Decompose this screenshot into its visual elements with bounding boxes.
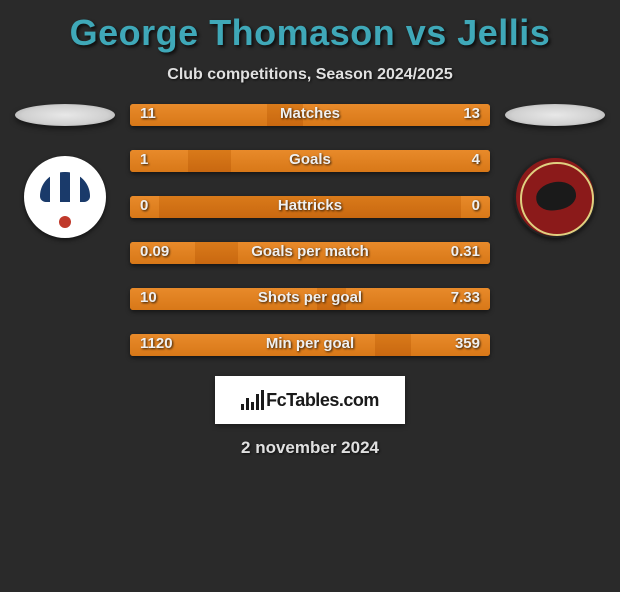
stat-row: Goals per match0.090.31 (130, 242, 490, 264)
comparison-title: George Thomason vs Jellis (0, 12, 620, 54)
comparison-content: Matches1113 Goals14 Hattricks00 Goals per m… (0, 104, 620, 356)
player-left-side (10, 104, 120, 238)
stat-bar-left (130, 334, 375, 356)
stat-label: Hattricks (130, 197, 490, 214)
stat-bar-right (461, 196, 490, 218)
stat-bar-left (130, 104, 267, 126)
stat-bar-right (346, 288, 490, 310)
logo-text: FcTables.com (266, 390, 379, 411)
stat-row: Shots per goal107.33 (130, 288, 490, 310)
stat-bar-right (231, 150, 490, 172)
stat-bar-right (238, 242, 490, 264)
player-right-side (500, 104, 610, 238)
stat-bar-left (130, 242, 195, 264)
club-crest-left (24, 156, 106, 238)
attribution-logo: FcTables.com (215, 376, 405, 424)
stat-row: Goals14 (130, 150, 490, 172)
club-crest-right (514, 156, 596, 238)
player-left-shadow (15, 104, 115, 126)
stat-row: Hattricks00 (130, 196, 490, 218)
stat-bar-left (130, 196, 159, 218)
stat-bar-left (130, 288, 317, 310)
stat-row: Matches1113 (130, 104, 490, 126)
chart-icon (241, 390, 264, 410)
stat-bar-right (303, 104, 490, 126)
stats-bars: Matches1113 Goals14 Hattricks00 Goals per m… (130, 104, 490, 356)
player-right-shadow (505, 104, 605, 126)
comparison-date: 2 november 2024 (0, 438, 620, 458)
comparison-subtitle: Club competitions, Season 2024/2025 (0, 66, 620, 84)
stat-bar-left (130, 150, 188, 172)
stat-bar-right (411, 334, 490, 356)
stat-row: Min per goal1120359 (130, 334, 490, 356)
